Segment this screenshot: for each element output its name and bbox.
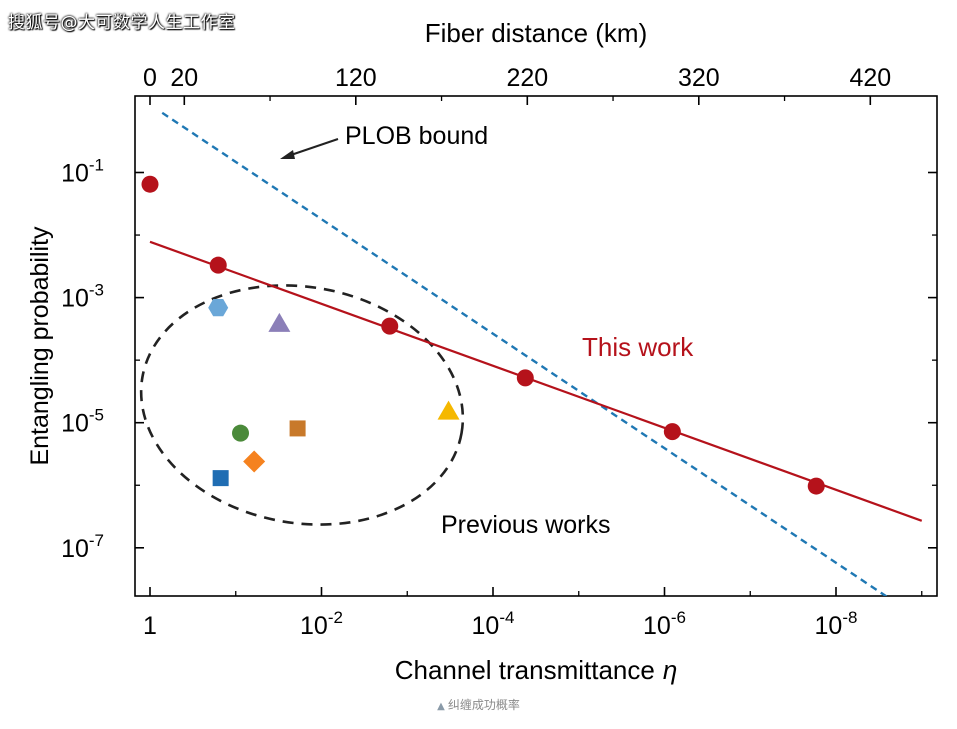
series-markers	[141, 175, 825, 495]
triangle-icon: ▲	[437, 701, 445, 712]
plob-arrow-line	[287, 138, 339, 157]
plob-label: PLOB bound	[345, 122, 488, 150]
top-tick-label: 0	[143, 64, 157, 92]
plot-frame	[134, 95, 938, 597]
previous-work-marker	[232, 424, 250, 442]
y-tick-label: 10-3	[61, 281, 104, 313]
previous-work-marker	[212, 470, 229, 487]
x-tick-label: 10-2	[300, 608, 343, 640]
this-work-fit-line	[149, 240, 923, 522]
y-tick-label: 10-5	[61, 406, 104, 438]
top-tick-label: 20	[170, 64, 198, 92]
previous-work-marker	[437, 400, 460, 420]
y-tick-labels: 10-1 10-3 10-5 10-7	[61, 156, 104, 563]
x-tick-label: 1	[143, 612, 157, 640]
series-lines	[149, 111, 923, 596]
this-work-marker	[381, 317, 399, 335]
top-tick-label: 220	[506, 64, 548, 92]
y-axis-title: Entangling probability	[26, 226, 54, 466]
x-axis-title-text: Channel transmittance	[395, 655, 655, 685]
x-tick-labels: 1 10-2 10-4 10-6 10-8	[143, 608, 857, 640]
this-work-marker	[516, 369, 534, 387]
x-tick-label: 10-6	[643, 608, 686, 640]
y-tick-label: 10-7	[61, 531, 104, 563]
this-work-marker	[663, 423, 681, 441]
plob-bound-line	[161, 111, 888, 596]
caption-text: 纠缠成功概率	[447, 698, 520, 712]
top-axis-title: Fiber distance (km)	[425, 18, 648, 48]
plob-arrow-head	[280, 150, 295, 159]
x-axis-title-symbol: η	[663, 655, 677, 685]
previous-work-marker	[208, 299, 229, 317]
this-work-label: This work	[582, 332, 694, 362]
previous-works-ellipse	[139, 284, 465, 526]
x-tick-label: 10-4	[472, 608, 515, 640]
watermark: 搜狐号@大可数学人生工作室	[8, 13, 236, 33]
figure-caption: ▲ 纠缠成功概率	[0, 696, 957, 713]
x-axis-title: Channel transmittance η	[395, 655, 678, 685]
this-work-marker	[141, 175, 159, 193]
top-tick-label: 320	[678, 64, 720, 92]
this-work-marker	[807, 477, 825, 495]
previous-works-label: Previous works	[441, 511, 611, 539]
previous-work-marker	[243, 450, 266, 473]
y-tick-label: 10-1	[61, 156, 104, 188]
this-work-marker	[209, 256, 227, 274]
axis-ticks	[135, 96, 937, 596]
top-tick-labels: 0 20 120 220 320 420	[143, 64, 891, 92]
top-tick-label: 120	[335, 64, 377, 92]
previous-work-marker	[268, 312, 291, 332]
previous-work-marker	[289, 420, 306, 437]
x-tick-label: 10-8	[815, 608, 858, 640]
top-tick-label: 420	[849, 64, 891, 92]
